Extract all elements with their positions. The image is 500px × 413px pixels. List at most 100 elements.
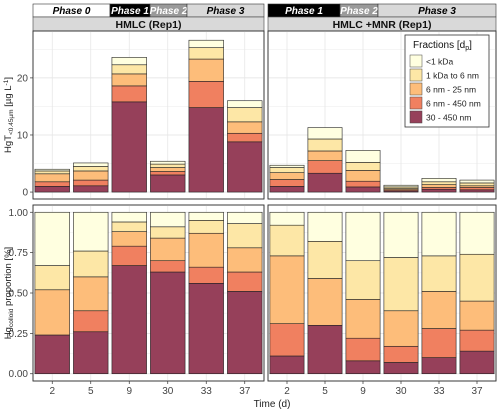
bar-segment [188,47,224,60]
bar-segment [345,211,381,262]
panel-strip-title: HMLC (Rep1) [116,19,182,31]
bar-segment [73,179,109,187]
bar-segment [459,189,495,193]
bar-segment [269,355,305,375]
bar-segment [459,300,495,331]
bar-segment [150,237,186,262]
bar-segment [188,220,224,234]
bar-segment [269,224,305,257]
bar-segment [34,211,70,266]
x-tick-label: 33 [433,386,445,397]
bar-segment [73,166,109,172]
bar-segment [227,211,263,224]
bar-segment [150,167,186,172]
bar-segment [345,150,381,163]
bar-segment [307,150,343,161]
legend-swatch [409,54,423,68]
bar-segment [227,141,263,193]
legend-label: 30 - 450 nm [426,113,471,123]
bar-segment [345,170,381,182]
bar-segment [111,265,147,375]
panel [267,30,497,200]
bar-segment [227,247,263,273]
bar-segment [307,324,343,375]
bar-segment [188,266,224,284]
y-axis-title-unit: [µg L [3,85,14,109]
bar-segment [459,179,495,184]
legend-label: 6 nm - 25 nm [426,85,476,95]
bar-segment [73,185,109,193]
bar-segment [307,160,343,174]
bar-segment [421,255,457,292]
y-axis-title-subscript: <0.45µm [8,109,15,135]
bar-segment [111,57,147,66]
bar-segment [73,331,109,375]
legend-title: Fractions [dp] [413,40,472,52]
bar-segment [383,257,419,312]
bar-segment [269,323,305,357]
y-tick-label: 0.75 [9,248,29,259]
panel-border [32,30,265,200]
bar-segment [421,357,457,375]
y-axis-title-superscript: -1 [3,79,10,85]
bar-segment [421,181,457,185]
bar-segment [345,260,381,300]
bar-segment [307,138,343,152]
bar-segment [459,182,495,187]
bar-segment [111,85,147,103]
bar-segment [421,211,457,257]
bar-segment [345,360,381,375]
bar-segment [227,132,263,143]
bar-segment [383,345,419,363]
bar-segment [34,170,70,175]
bar-segment [227,121,263,134]
y-tick-label: 0.25 [9,329,29,340]
bar-segment [227,100,263,108]
bar-segment [345,299,381,339]
legend-label: 6 nm - 450 nm [426,99,481,109]
bar-segment [111,73,147,87]
x-tick-label: 37 [471,386,483,397]
phase-label-right: Phase 3 [418,6,456,17]
legend-title-end: ] [469,40,472,51]
bar-segment [150,211,186,228]
bar-segment [73,162,109,167]
bar-segment [150,174,186,193]
y-axis-title-subscript: colloid [8,308,15,327]
legend-label: 1 kDa to 6 nm [426,71,479,81]
bar-segment [188,107,224,193]
x-tick-label: 2 [49,386,55,397]
bar-segment [459,350,495,375]
bar-segment [150,160,186,165]
bar-segment [111,221,147,232]
phase-header: Phase 0 Phase 1 Phase 2 Phase 3 Phase 1 Phase… [32,3,497,18]
bar-segment [150,271,186,375]
bar-segment [150,163,186,168]
bar-segment [459,211,495,255]
bar-segment [150,171,186,176]
bar-segment [269,211,305,226]
panel-background [32,30,265,200]
y-tick-label: 1.00 [9,208,29,219]
bar-segment [188,81,224,108]
legend-swatch [409,82,423,96]
phase-label-left: Phase 1 [111,6,149,17]
y-tick-label: 0.00 [9,369,29,380]
bar-segment [307,211,343,242]
bar-segment [307,127,343,140]
bar-segment [73,250,109,278]
legend-title-main: Fractions [d [413,40,465,51]
axes: 0 10 20 0.00 0.25 0.50 0.75 1.00 2 5 9 30 33 37 2 5 9 30 3… [3,73,483,397]
x-axis-title: Time (d) [254,399,291,410]
bar-segment [73,170,109,181]
bar-segment [307,172,343,193]
bar-segment [421,184,457,188]
bar-segment [345,180,381,188]
bar-segment [227,223,263,249]
legend-title-subscript: p [465,45,469,52]
bar-segment [188,211,224,221]
bar-segment [227,107,263,123]
panels [32,30,497,382]
panel-border [267,30,497,200]
bar-segment [111,231,147,247]
